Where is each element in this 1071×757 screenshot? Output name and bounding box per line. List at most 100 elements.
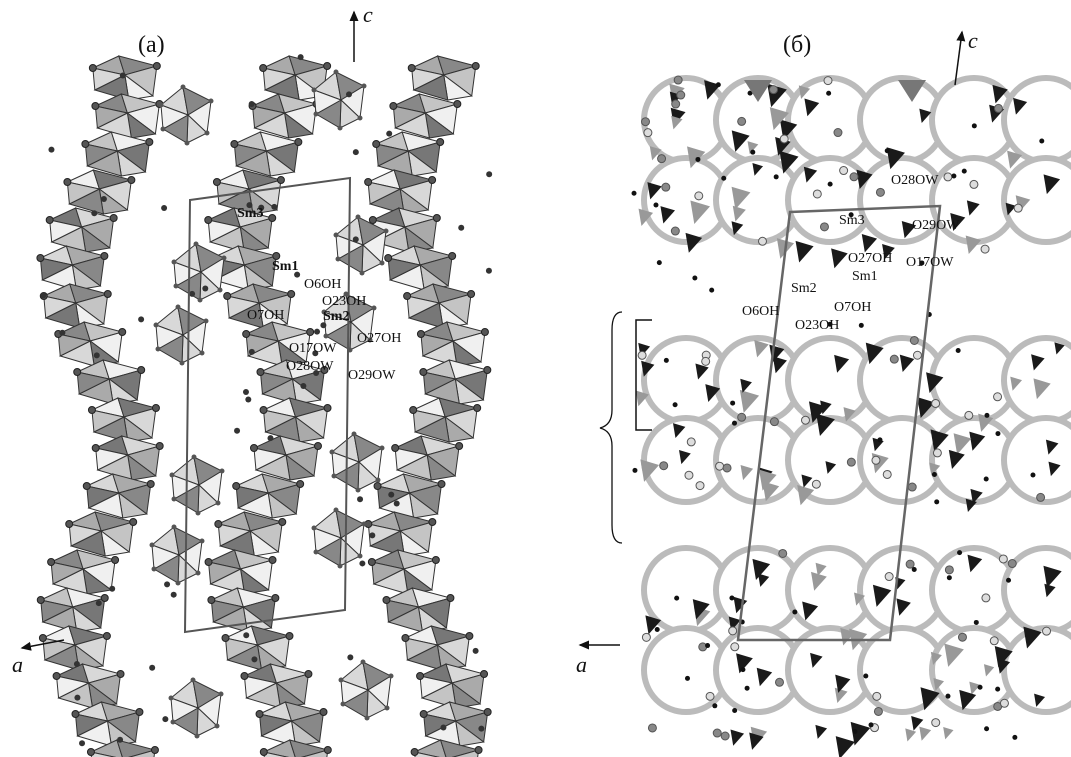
cation [642,118,650,126]
water [486,268,492,274]
atom-label: O7OH [834,300,871,315]
atom [447,595,454,602]
water [149,665,155,671]
atom [176,305,181,310]
water [745,686,750,691]
atom [362,84,367,89]
cation [738,413,746,421]
atom-label: O27OH [848,251,892,266]
water [932,472,937,477]
water [120,73,126,79]
cation [908,483,916,491]
water [48,147,54,153]
water [202,286,208,292]
cation [910,336,918,344]
water [40,292,46,298]
water [234,428,240,434]
atom [472,63,479,70]
atom-label: Sm1 [852,269,878,284]
water [171,592,177,598]
atom [361,660,366,665]
cation [658,155,666,163]
atom [402,635,409,642]
atom [233,483,240,490]
cation [660,462,668,470]
atom [147,481,154,488]
water [74,661,80,667]
water [164,581,170,587]
cation [874,707,882,715]
cation [824,77,832,85]
atom [196,511,201,516]
atom-label: Sm3 [237,206,263,221]
atom [307,329,314,336]
atom [449,253,456,260]
cation [840,167,848,175]
atom-label: O6OH [304,277,341,292]
water [828,182,833,187]
water [729,596,734,601]
water [478,726,484,732]
cation [770,418,778,426]
water [962,169,967,174]
water [267,435,273,441]
cation [994,393,1002,401]
water [243,632,249,638]
atom [88,407,95,414]
cation [638,351,646,359]
water [721,176,726,181]
atom [336,257,341,262]
atom [231,141,238,148]
atom [213,179,220,186]
atom [64,179,71,186]
water [972,123,977,128]
atom [151,747,158,754]
water [251,656,257,662]
atom [224,293,231,300]
atom [156,443,163,450]
ring [1004,418,1071,502]
water [243,389,249,395]
atom [46,217,53,224]
water [947,575,952,580]
atom [420,369,427,376]
atom [390,103,397,110]
cation [695,192,703,200]
water [473,648,479,654]
cation [970,180,978,188]
cation [932,719,940,727]
water [664,358,669,363]
atom-label: O28OW [286,359,334,374]
atom [208,597,215,604]
atom [136,709,143,716]
atom [37,597,44,604]
cation [883,470,891,478]
cation [731,643,739,651]
water [863,674,868,679]
cation [812,480,820,488]
atom [117,671,124,678]
atom [130,519,137,526]
atom [352,432,357,437]
atom [411,749,418,756]
atom [368,559,375,566]
atom-label: Sm2 [323,309,349,324]
atom [101,595,108,602]
water [877,437,882,442]
atom [286,633,293,640]
cation [758,237,766,245]
atom [218,288,223,293]
cation [770,86,778,94]
atom [204,319,209,324]
water [632,191,637,196]
water [96,600,102,606]
water [161,205,167,211]
cation [1037,493,1045,501]
atom [215,521,222,528]
cation [834,129,842,137]
cation [1008,560,1016,568]
atom [74,369,81,376]
cation [932,399,940,407]
figure: (а) c a (б) c a Sm3 Sm1 O6OH O23OH Sm2 O… [0,0,1071,757]
water [869,722,874,727]
